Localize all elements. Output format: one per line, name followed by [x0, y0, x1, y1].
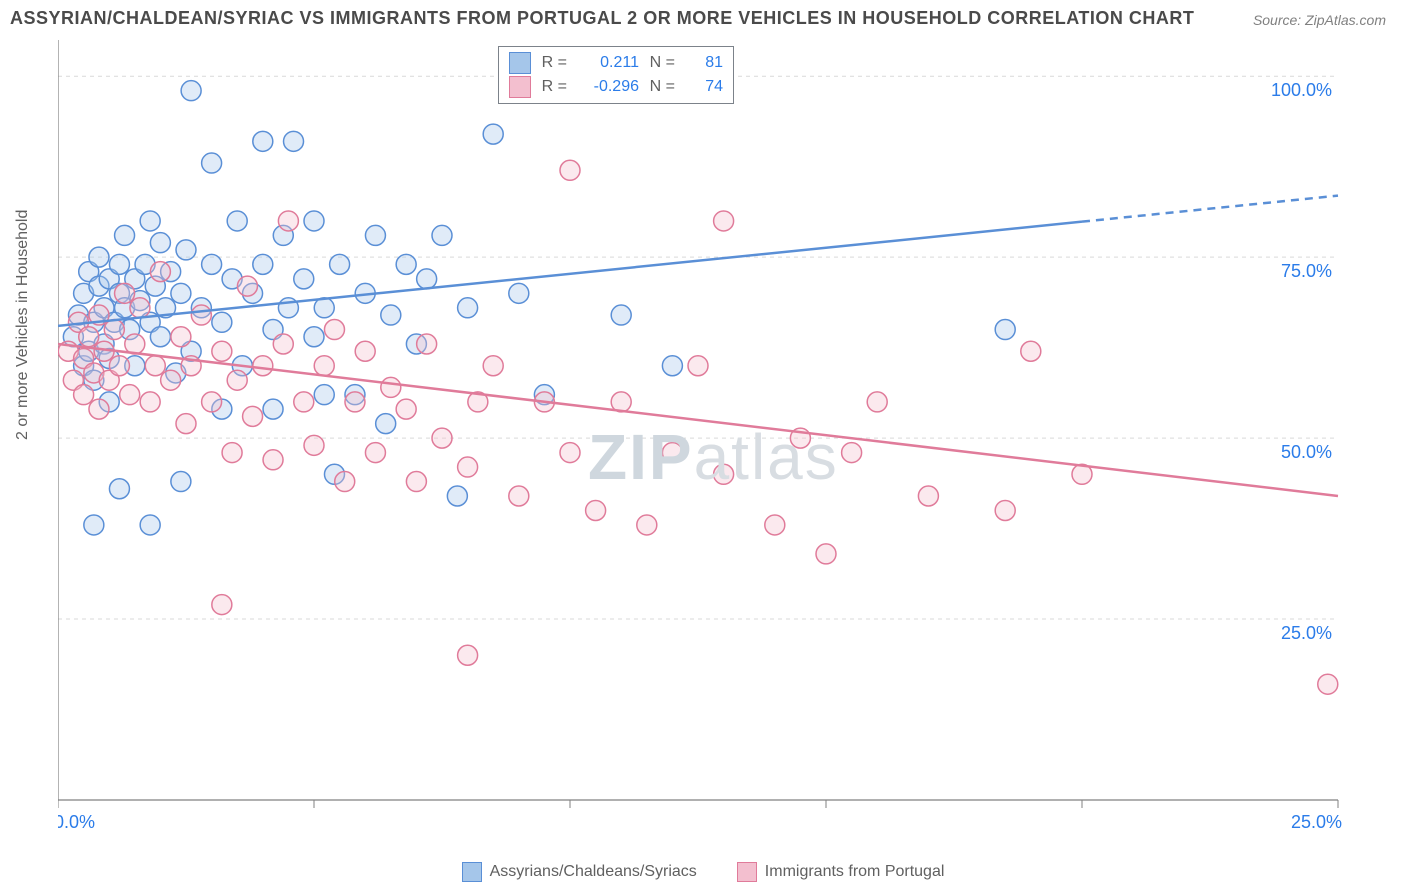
source-label: Source: ZipAtlas.com: [1253, 12, 1386, 28]
svg-text:50.0%: 50.0%: [1281, 442, 1332, 462]
stats-row: R =-0.296N =74: [509, 75, 723, 99]
y-axis-label: 2 or more Vehicles in Household: [14, 210, 32, 440]
scatter-plot: 25.0% 50.0% 75.0% 100.0% 0.0% 25.0%: [58, 40, 1378, 830]
stats-row: R =0.211N =81: [509, 51, 723, 75]
svg-text:25.0%: 25.0%: [1281, 623, 1332, 643]
legend-bottom: Assyrians/Chaldeans/Syriacs Immigrants f…: [0, 862, 1406, 882]
chart-area: 25.0%50.0%75.0%100.0%0.0%25.0% ZIPatlas …: [58, 40, 1378, 830]
legend-item-pink: Immigrants from Portugal: [737, 862, 945, 882]
swatch-blue: [462, 862, 482, 882]
legend-label-pink: Immigrants from Portugal: [765, 863, 945, 881]
svg-text:100.0%: 100.0%: [1271, 80, 1332, 100]
legend-item-blue: Assyrians/Chaldeans/Syriacs: [462, 862, 697, 882]
svg-text:0.0%: 0.0%: [58, 812, 95, 830]
swatch-pink: [737, 862, 757, 882]
svg-text:75.0%: 75.0%: [1281, 261, 1332, 281]
legend-label-blue: Assyrians/Chaldeans/Syriacs: [490, 863, 697, 881]
chart-title: ASSYRIAN/CHALDEAN/SYRIAC VS IMMIGRANTS F…: [10, 8, 1194, 29]
svg-text:25.0%: 25.0%: [1291, 812, 1342, 830]
stats-legend: R =0.211N =81R =-0.296N =74: [498, 46, 734, 104]
